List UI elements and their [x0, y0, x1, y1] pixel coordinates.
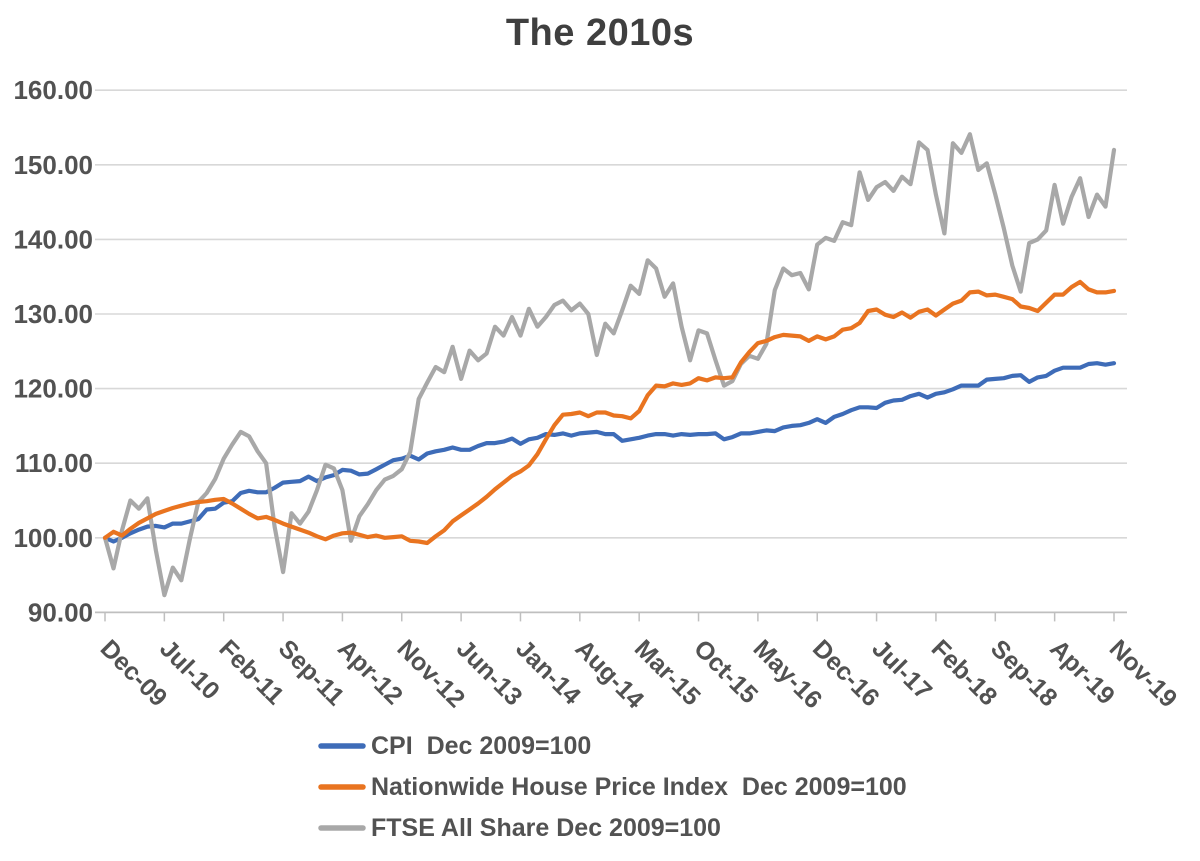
y-axis-tick-label: 150.00 [13, 150, 93, 180]
cpi-line [102, 361, 1117, 544]
legend: CPI Dec 2009=100 Nationwide House Price … [318, 731, 907, 854]
nationwide-line [102, 279, 1117, 546]
ftse-legend-swatch [318, 825, 366, 831]
chart-title: The 2010s [505, 12, 695, 54]
legend-item-cpi: CPI Dec 2009=100 [318, 731, 907, 761]
x-axis-tick-label: Apr-12 [332, 634, 408, 710]
legend-label-nationwide: Nationwide House Price Index Dec 2009=10… [371, 773, 907, 801]
y-axis-tick-label: 110.00 [15, 448, 93, 478]
legend-item-nationwide: Nationwide House Price Index Dec 2009=10… [318, 772, 907, 802]
x-axis-tick-label: Oct-15 [688, 634, 763, 709]
x-axis-tick-label: Nov-19 [1104, 634, 1183, 713]
y-axis-tick-label: 90.00 [28, 597, 93, 627]
legend-label-ftse: FTSE All Share Dec 2009=100 [371, 814, 721, 842]
y-axis-tick-label: 160.00 [13, 75, 93, 105]
y-axis-tick-label: 120.00 [13, 374, 93, 404]
x-axis-tick-label: Sep-11 [273, 634, 350, 711]
y-axis-tick-label: 140.00 [13, 224, 93, 254]
y-axis-tick-label: 100.00 [13, 523, 93, 553]
cpi-legend-swatch [318, 743, 366, 749]
x-axis-tick-label: Feb-18 [926, 634, 1003, 711]
x-axis-tick-label: Feb-11 [213, 634, 289, 710]
nationwide-legend-swatch [318, 784, 366, 790]
legend-item-ftse: FTSE All Share Dec 2009=100 [318, 813, 907, 843]
x-axis-tick-label: Jan-14 [510, 634, 586, 710]
legend-label-cpi: CPI Dec 2009=100 [371, 732, 592, 760]
y-axis-tick-label: 130.00 [13, 299, 93, 329]
ftse-line [102, 132, 1117, 598]
